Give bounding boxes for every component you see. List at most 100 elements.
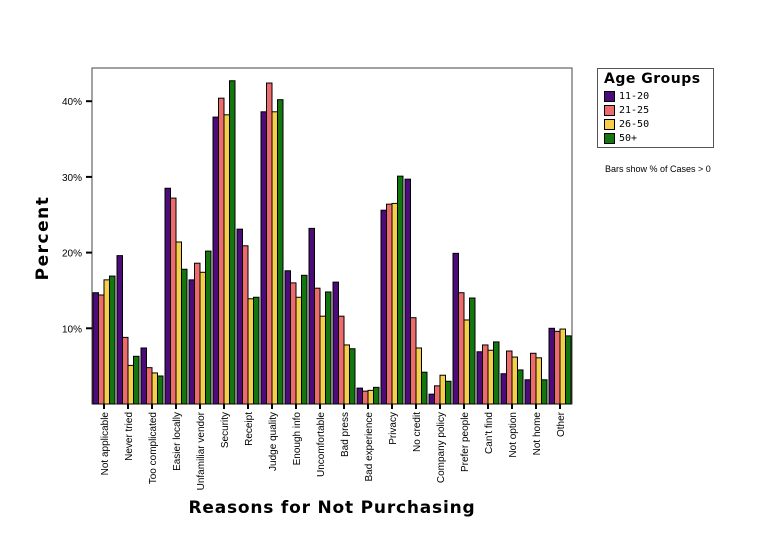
bar bbox=[284, 270, 291, 405]
bar bbox=[524, 379, 531, 405]
bar bbox=[463, 319, 470, 405]
bar bbox=[559, 328, 566, 405]
x-tick-label: Too complicated bbox=[148, 412, 159, 484]
legend-item-11-20: 11-20 bbox=[604, 90, 649, 103]
bar bbox=[175, 241, 182, 405]
y-tick-label: 40% bbox=[62, 97, 82, 108]
bar bbox=[98, 294, 105, 405]
bar bbox=[493, 341, 500, 405]
y-tick-label: 30% bbox=[62, 173, 82, 184]
legend-swatch bbox=[604, 91, 615, 102]
bar bbox=[338, 315, 345, 405]
x-tick-label: Enough info bbox=[292, 412, 303, 466]
bar bbox=[349, 348, 356, 405]
bar bbox=[301, 274, 308, 405]
bar bbox=[487, 349, 494, 405]
bar bbox=[404, 178, 411, 405]
x-tick-label: Easier locally bbox=[172, 412, 183, 471]
bar bbox=[229, 80, 236, 405]
bar bbox=[428, 393, 435, 405]
x-tick-label: Uncomfortable bbox=[316, 412, 327, 477]
bar bbox=[314, 287, 321, 405]
bar bbox=[469, 297, 476, 405]
bar bbox=[541, 379, 548, 405]
legend-label: 26-50 bbox=[619, 119, 650, 130]
bar bbox=[434, 385, 441, 405]
bar bbox=[367, 389, 374, 405]
bar bbox=[397, 175, 404, 405]
x-tick-label: Not home bbox=[532, 412, 543, 456]
bars bbox=[92, 80, 572, 405]
bar bbox=[500, 373, 507, 405]
bar bbox=[391, 202, 398, 405]
bar bbox=[308, 227, 315, 405]
bar bbox=[511, 356, 518, 405]
bar bbox=[271, 111, 278, 405]
bar bbox=[362, 390, 369, 405]
bar bbox=[476, 351, 483, 405]
bar bbox=[445, 380, 452, 405]
legend-item-50-plus: 50+ bbox=[604, 132, 637, 145]
x-tick-label: Bad experience bbox=[364, 412, 375, 482]
bar bbox=[140, 347, 147, 405]
x-tick-label: Can't find bbox=[484, 412, 495, 454]
bar bbox=[109, 275, 116, 405]
y-axis-title: Percent bbox=[33, 196, 53, 281]
bar bbox=[181, 268, 188, 405]
bar bbox=[151, 372, 158, 405]
y-tick-label: 10% bbox=[62, 324, 82, 335]
bar bbox=[548, 327, 555, 405]
bar bbox=[373, 386, 380, 405]
x-tick-label: Not option bbox=[508, 412, 519, 458]
bar bbox=[103, 279, 110, 405]
bar bbox=[164, 187, 171, 405]
x-tick-label: Receipt bbox=[244, 412, 255, 446]
legend-label: 11-20 bbox=[619, 91, 650, 102]
bar bbox=[122, 336, 129, 405]
bar bbox=[170, 197, 177, 405]
bar bbox=[157, 375, 164, 405]
bar bbox=[212, 116, 219, 405]
x-tick-label: Bad press bbox=[340, 412, 351, 457]
bar bbox=[260, 111, 267, 405]
bar bbox=[277, 99, 284, 405]
legend-item-26-50: 26-50 bbox=[604, 118, 649, 131]
bar bbox=[482, 344, 489, 405]
bar bbox=[439, 374, 446, 405]
bar bbox=[386, 203, 393, 405]
x-tick-label: Never tried bbox=[124, 412, 135, 461]
bar bbox=[356, 387, 363, 405]
bar bbox=[253, 296, 260, 405]
bar bbox=[188, 279, 195, 405]
bar bbox=[290, 282, 297, 405]
legend-title: Age Groups bbox=[604, 71, 701, 87]
bar bbox=[506, 350, 513, 405]
x-axis-title: Reasons for Not Purchasing bbox=[189, 498, 476, 518]
bar bbox=[458, 292, 465, 405]
bar bbox=[410, 317, 417, 405]
bar bbox=[535, 357, 542, 405]
bar bbox=[325, 291, 332, 405]
legend-swatch bbox=[604, 119, 615, 130]
x-tick-label: Not applicable bbox=[100, 412, 111, 476]
x-tick-label: Prefer people bbox=[460, 412, 471, 472]
bar bbox=[218, 97, 225, 405]
legend-label: 50+ bbox=[619, 133, 638, 144]
legend-swatch bbox=[604, 133, 615, 144]
bar bbox=[266, 82, 273, 405]
bar bbox=[343, 344, 350, 405]
bar bbox=[146, 367, 153, 405]
bar bbox=[223, 114, 230, 405]
bar bbox=[380, 209, 387, 405]
x-tick-label: Company policy bbox=[436, 412, 447, 483]
bar bbox=[116, 255, 123, 405]
bar bbox=[415, 347, 422, 405]
bar bbox=[452, 252, 459, 405]
bar bbox=[242, 245, 249, 405]
bar bbox=[247, 298, 254, 405]
bar bbox=[236, 228, 243, 405]
bar bbox=[205, 250, 212, 405]
bar bbox=[92, 292, 99, 405]
chart-note: Bars show % of Cases > 0 bbox=[605, 164, 711, 174]
